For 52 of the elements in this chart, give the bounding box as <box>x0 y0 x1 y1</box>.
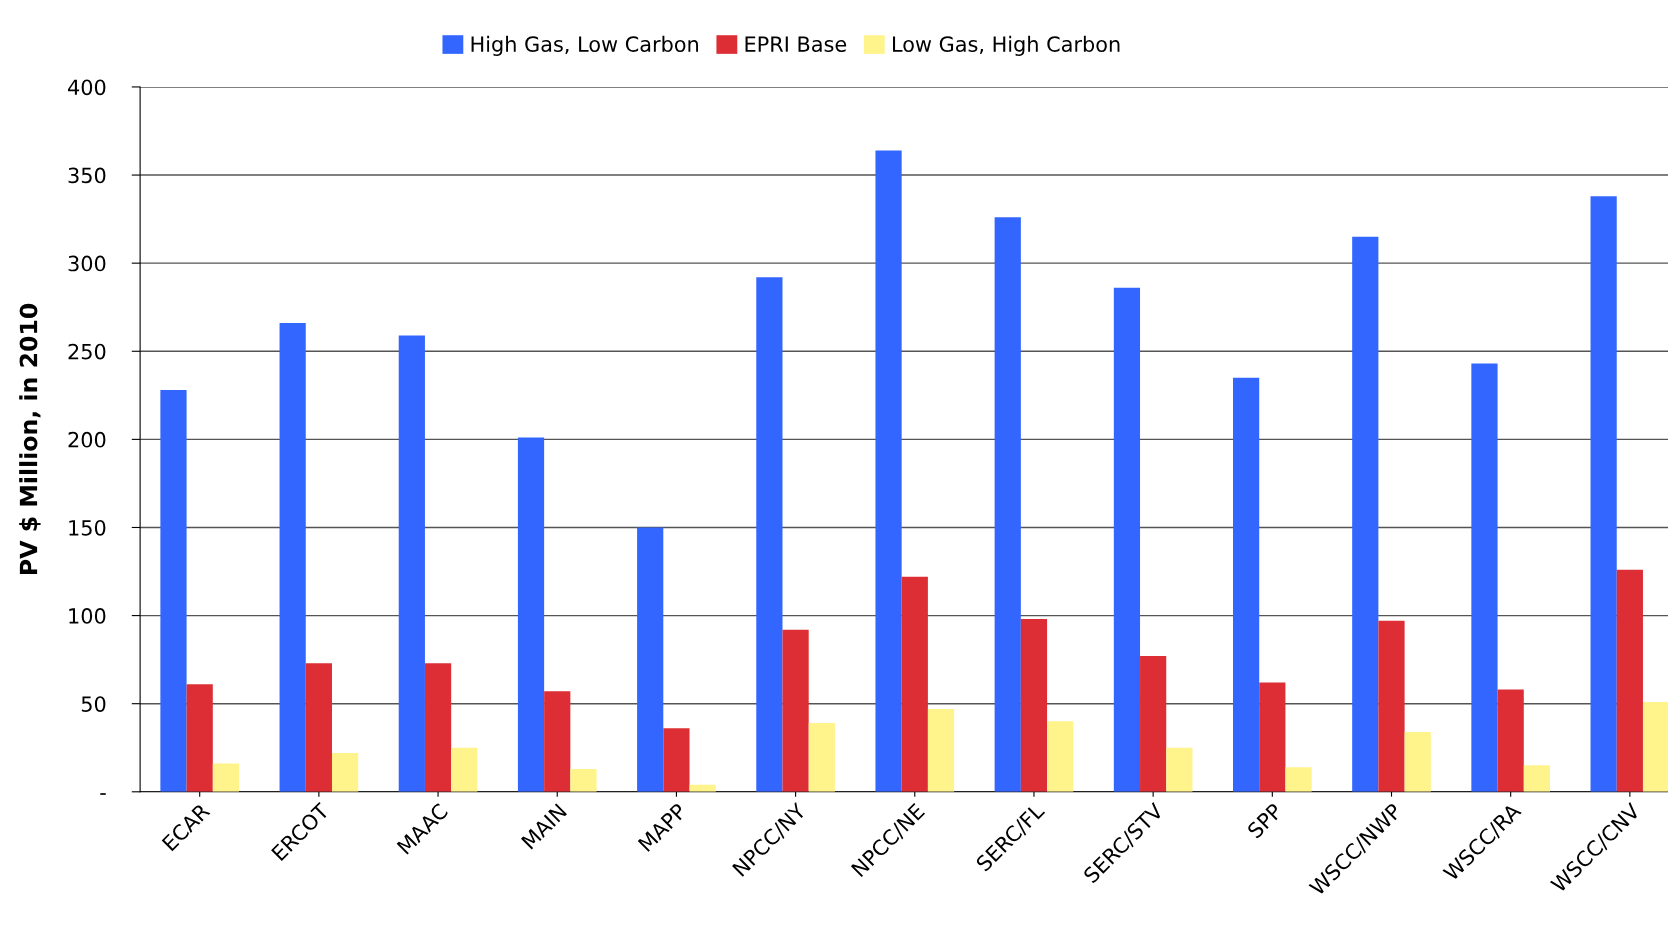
y-axis-title: PV $ Million, in 2010 <box>19 303 41 574</box>
bar <box>212 763 240 792</box>
bar <box>451 747 478 792</box>
bar <box>808 723 835 792</box>
bar <box>1232 377 1260 792</box>
bar <box>331 753 359 792</box>
y-tick-label: 300 <box>68 255 106 272</box>
bar <box>1047 721 1074 792</box>
bar <box>1404 731 1431 792</box>
bar <box>1352 236 1379 792</box>
legend-label: High Gas, Low Carbon <box>471 35 698 57</box>
legend-label: EPRI Base <box>745 36 847 52</box>
bar <box>1590 196 1617 792</box>
bar <box>1113 287 1141 792</box>
bar <box>398 335 425 792</box>
bar <box>1259 682 1286 792</box>
bar <box>424 663 452 792</box>
bar <box>279 323 306 792</box>
y-tick-label: 400 <box>68 79 106 96</box>
bar <box>994 217 1021 792</box>
bar <box>1166 747 1193 792</box>
bar <box>1140 656 1167 792</box>
y-tick-label: 50 <box>81 696 106 712</box>
y-tick-label: - <box>100 793 106 795</box>
x-tick-label: SPP <box>1246 802 1284 840</box>
bar <box>1616 569 1643 792</box>
legend-label: Low Gas, High Carbon <box>893 35 1120 57</box>
y-tick-label: 250 <box>68 343 106 360</box>
bar <box>1497 689 1524 792</box>
bar <box>1378 620 1405 792</box>
bar <box>782 629 809 792</box>
bar <box>927 708 955 792</box>
bar <box>637 527 664 792</box>
bar <box>305 663 332 792</box>
bar <box>1523 765 1551 792</box>
bar <box>756 277 783 792</box>
bar <box>1285 767 1312 792</box>
y-tick-label: 100 <box>69 608 106 624</box>
bar <box>517 437 545 792</box>
bar <box>875 150 902 792</box>
bar <box>186 684 213 792</box>
y-tick-label: 150 <box>69 519 106 536</box>
y-tick-label: 350 <box>68 167 106 184</box>
bar <box>570 768 597 792</box>
bar <box>901 576 928 792</box>
bar <box>1020 619 1048 792</box>
bar <box>160 390 187 792</box>
bar <box>663 728 690 792</box>
bar <box>1471 363 1498 792</box>
bar <box>1642 701 1668 792</box>
y-tick-label: 200 <box>68 431 106 448</box>
bar <box>544 691 571 792</box>
